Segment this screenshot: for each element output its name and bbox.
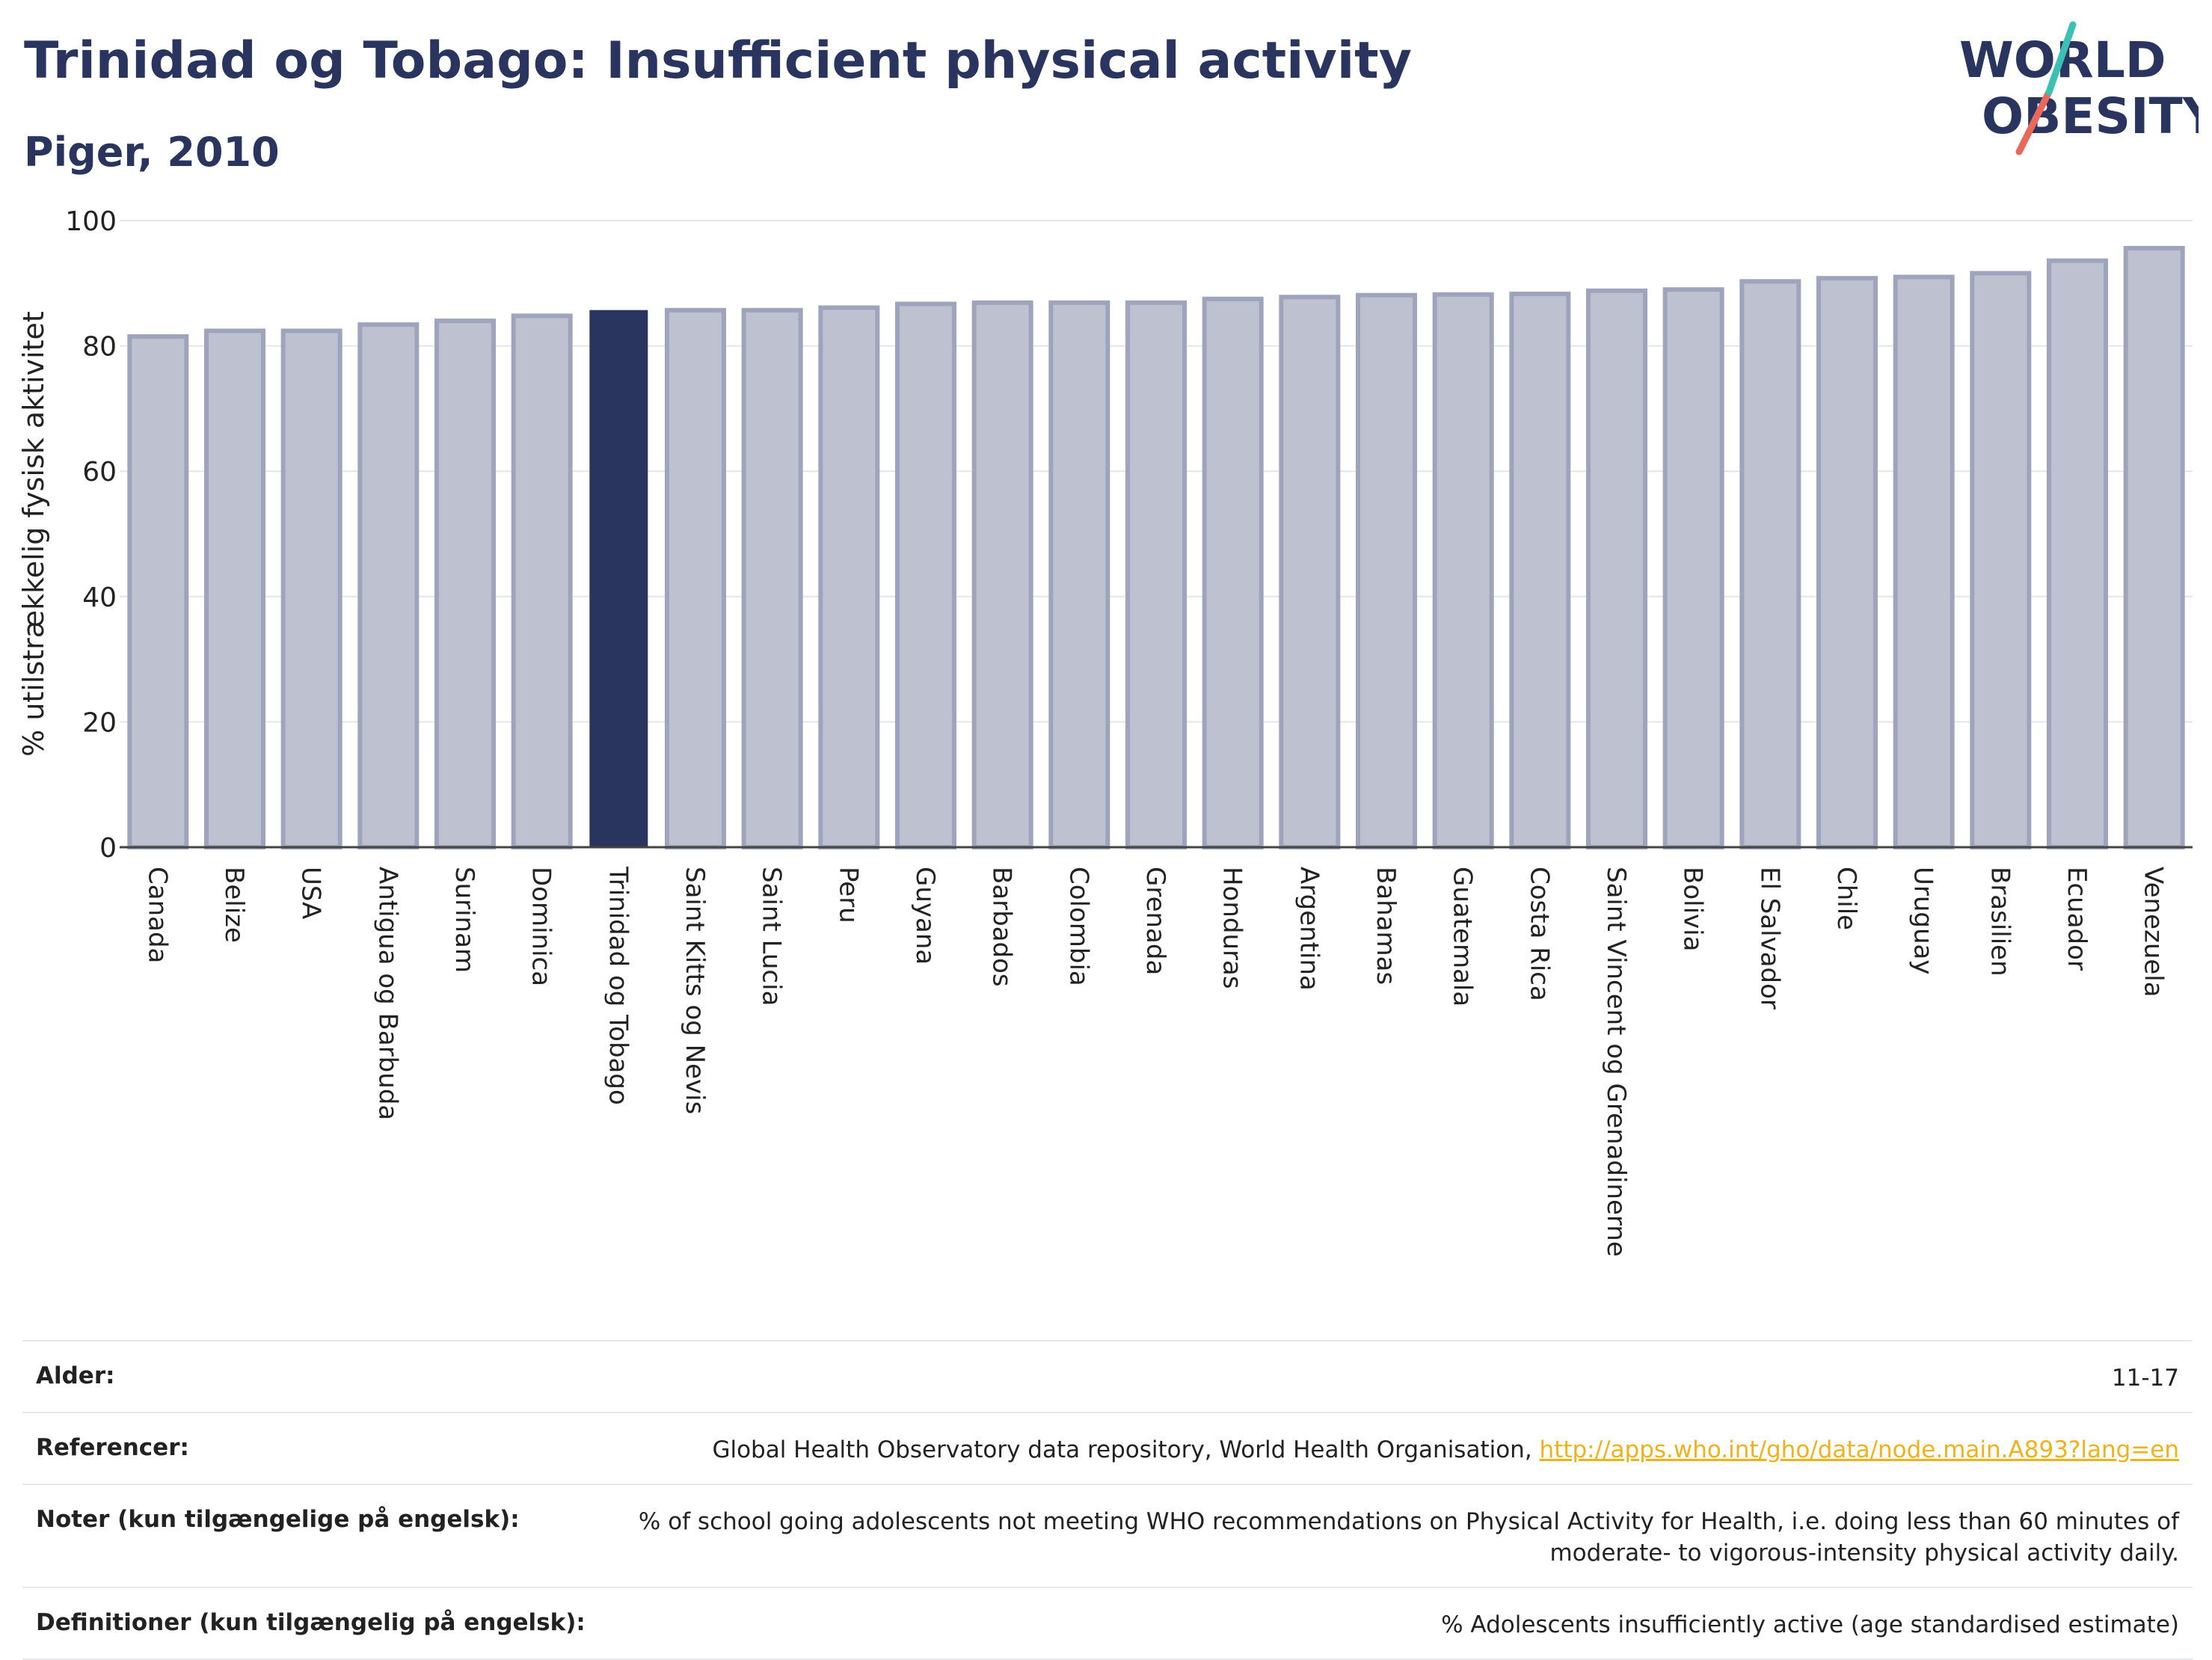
info-value: % of school going adolescents not meetin…: [638, 1508, 2179, 1567]
bar-costa-rica: [1509, 292, 1571, 849]
bar-ecuador: [2047, 258, 2108, 849]
bar-colombia: [1048, 300, 1110, 849]
bar-el-salvador: [1739, 279, 1801, 849]
info-value: % Adolescents insufficiently active (age…: [1441, 1611, 2179, 1638]
bar-venezuela: [2123, 245, 2185, 849]
x-tick-label: Colombia: [1063, 867, 1093, 986]
bar-usa: [280, 328, 342, 850]
bar-surinam: [434, 319, 496, 849]
x-tick-label: Belize: [219, 867, 249, 943]
bar-guatemala: [1432, 292, 1494, 850]
bar-trinidad-og-tobago: [589, 310, 648, 848]
world-obesity-logo: WORLD OBESITY: [1959, 21, 2199, 156]
x-tick-label: Saint Vincent og Grenadinerne: [1601, 867, 1631, 1257]
info-label: Definitioner (kun tilgængelig på engelsk…: [36, 1609, 586, 1636]
bar-saint-kitts-og-nevis: [665, 307, 726, 850]
bar-bolivia: [1662, 287, 1724, 849]
x-tick-label: Grenada: [1140, 867, 1170, 975]
bar-canada: [127, 334, 189, 849]
x-tick-label: Bahamas: [1371, 867, 1401, 985]
bar-bahamas: [1356, 292, 1417, 849]
x-axis-labels: Canada Belize USA Antigua og Barbuda Surinam…: [142, 866, 2168, 1257]
bar-brasilien: [1970, 271, 2032, 849]
x-tick-label: Saint Kitts og Nevis: [680, 867, 710, 1114]
x-tick-label: Guyana: [910, 867, 940, 965]
info-row-notes: Noter (kun tilgængelige på engelsk): % o…: [22, 1484, 2193, 1587]
bar-chile: [1816, 276, 1878, 849]
reference-link[interactable]: http://apps.who.int/gho/data/node.main.A…: [1539, 1436, 2179, 1463]
info-table: Alder: 11-17 Referencer: Global Health O…: [22, 1340, 2193, 1660]
info-label: Noter (kun tilgængelige på engelsk):: [36, 1506, 520, 1533]
reference-text: Global Health Observatory data repositor…: [712, 1436, 1540, 1463]
bar-chart: 0 20 40 60 80 100 Canada Belize USA Antigua og B…: [17, 206, 2193, 1257]
bar-saint-vincent-og-grenadinerne: [1586, 288, 1647, 849]
y-tick-label: 80: [82, 332, 117, 363]
bar-belize: [204, 328, 265, 850]
y-axis-ticks: 0 20 40 60 80 100: [65, 206, 117, 864]
bar-guyana: [895, 301, 956, 850]
info-value: 11-17: [2111, 1365, 2179, 1392]
x-tick-label: Trinidad og Tobago: [603, 866, 633, 1105]
y-tick-label: 0: [99, 833, 117, 864]
x-tick-label: Honduras: [1217, 867, 1247, 989]
info-label: Alder:: [36, 1362, 115, 1389]
page-subtitle: Piger, 2010: [24, 129, 280, 176]
bar-dominica: [511, 313, 573, 850]
x-tick-label: Uruguay: [1908, 867, 1938, 975]
x-tick-label: Brasilien: [1985, 867, 2015, 977]
bar-uruguay: [1893, 274, 1955, 850]
y-tick-label: 20: [82, 707, 117, 738]
x-tick-label: Costa Rica: [1524, 867, 1554, 1001]
bar-peru: [818, 305, 880, 849]
x-tick-label: Barbados: [987, 867, 1017, 987]
x-tick-label: Argentina: [1294, 867, 1324, 991]
x-tick-label: Canada: [142, 867, 172, 963]
info-value: Global Health Observatory data repositor…: [234, 1434, 2179, 1466]
logo-word-2: OBESITY: [1982, 87, 2199, 145]
x-tick-label: Venezuela: [2139, 867, 2169, 997]
y-tick-label: 100: [65, 206, 117, 237]
x-tick-label: Ecuador: [2062, 867, 2092, 971]
info-row-definitions: Definitioner (kun tilgængelig på engelsk…: [22, 1587, 2193, 1660]
info-row-references: Referencer: Global Health Observatory da…: [22, 1412, 2193, 1484]
y-axis-label: % utilstrækkelig fysisk aktivitet: [17, 311, 50, 757]
info-label: Referencer:: [36, 1434, 189, 1461]
y-tick-label: 40: [82, 582, 117, 613]
bar-saint-lucia: [741, 307, 803, 850]
x-tick-label: Saint Lucia: [757, 867, 787, 1006]
x-tick-label: Surinam: [449, 867, 479, 973]
x-tick-label: USA: [296, 867, 326, 919]
logo-slash-lower: [2015, 88, 2053, 156]
x-tick-label: El Salvador: [1754, 867, 1784, 1009]
x-tick-label: Peru: [833, 867, 863, 923]
x-tick-label: Antigua og Barbuda: [372, 867, 402, 1120]
x-tick-label: Guatemala: [1448, 867, 1478, 1006]
bars: [127, 245, 2185, 850]
info-row-age: Alder: 11-17: [22, 1340, 2193, 1412]
bar-grenada: [1125, 300, 1187, 849]
bar-antigua-og-barbuda: [357, 322, 420, 850]
logo-slash-upper: [2045, 21, 2077, 96]
y-tick-label: 60: [82, 457, 117, 488]
page-title: Trinidad og Tobago: Insufficient physica…: [24, 31, 1412, 90]
x-tick-label: Bolivia: [1678, 867, 1708, 951]
x-tick-label: Chile: [1831, 867, 1861, 930]
x-tick-label: Dominica: [526, 867, 556, 986]
bar-argentina: [1279, 295, 1341, 849]
bar-barbados: [971, 300, 1033, 849]
bar-honduras: [1202, 296, 1264, 849]
